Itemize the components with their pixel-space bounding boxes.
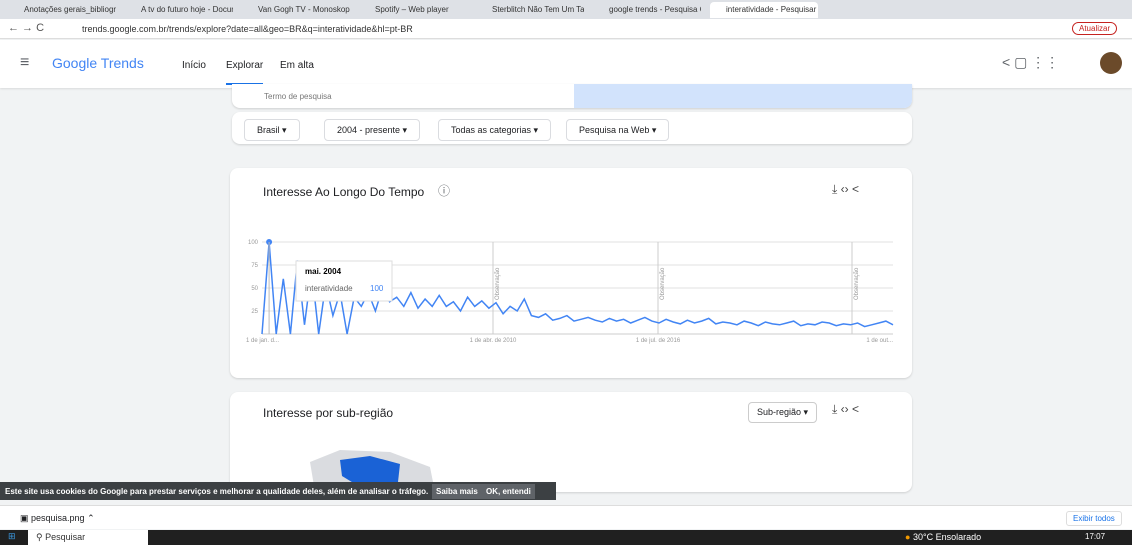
y-tick-label: 75 bbox=[251, 263, 258, 269]
x-tick-label: 1 de abr. de 2010 bbox=[470, 338, 517, 344]
learn-more[interactable]: Saiba mais bbox=[432, 484, 482, 499]
taskbar-search[interactable]: ⚲ Pesquisar bbox=[28, 530, 148, 545]
y-tick-label: 25 bbox=[251, 309, 258, 315]
tooltip-name: interatividade bbox=[305, 284, 353, 293]
y-tick-label: 100 bbox=[248, 240, 259, 246]
page: Anotações gerais_bibliografia - A tv do … bbox=[0, 0, 1132, 545]
tooltip-value: 100 bbox=[370, 284, 384, 293]
dropdown-label: Sub-região bbox=[757, 407, 801, 417]
start-button[interactable]: ⊞ bbox=[8, 531, 16, 542]
taskbar: ⊞ ⚲ Pesquisar ● 30°C Ensolarado 17:07 bbox=[0, 530, 1132, 545]
region-dropdown[interactable]: Sub-região ▾ bbox=[748, 402, 817, 423]
show-all[interactable]: Exibir todos bbox=[1066, 511, 1122, 526]
x-tick-label: 1 de jan. d... bbox=[246, 338, 279, 344]
cookie-bar: Este site usa cookies do Google para pre… bbox=[0, 482, 556, 500]
weather: ● 30°C Ensolarado bbox=[905, 532, 981, 542]
annotation: Observação bbox=[660, 267, 666, 300]
tooltip-date: mai. 2004 bbox=[305, 267, 342, 276]
annotation: Observação bbox=[854, 267, 860, 300]
search-label: Pesquisar bbox=[45, 532, 85, 542]
file-name: pesquisa.png bbox=[31, 513, 85, 523]
x-tick-label: 1 de out... bbox=[866, 338, 893, 344]
annotation: Observação bbox=[495, 267, 501, 300]
x-tick-label: 1 de jul. de 2016 bbox=[636, 338, 681, 344]
y-tick-label: 50 bbox=[251, 286, 258, 292]
download-file[interactable]: ▣ pesquisa.png ⌃ bbox=[20, 513, 95, 524]
download-bar: ▣ pesquisa.png ⌃ Exibir todos bbox=[0, 505, 1132, 529]
ok-button[interactable]: OK, entendi bbox=[482, 484, 535, 499]
clock: 17:07 bbox=[1085, 532, 1105, 541]
region-actions[interactable]: ⤓ ‹› < bbox=[832, 402, 859, 417]
cookie-text: Este site usa cookies do Google para pre… bbox=[5, 487, 428, 496]
weather-text: 30°C Ensolarado bbox=[913, 532, 981, 542]
region-title: Interesse por sub-região bbox=[263, 406, 393, 420]
region-card: Interesse por sub-região Sub-região ▾ ⤓ … bbox=[230, 392, 912, 492]
